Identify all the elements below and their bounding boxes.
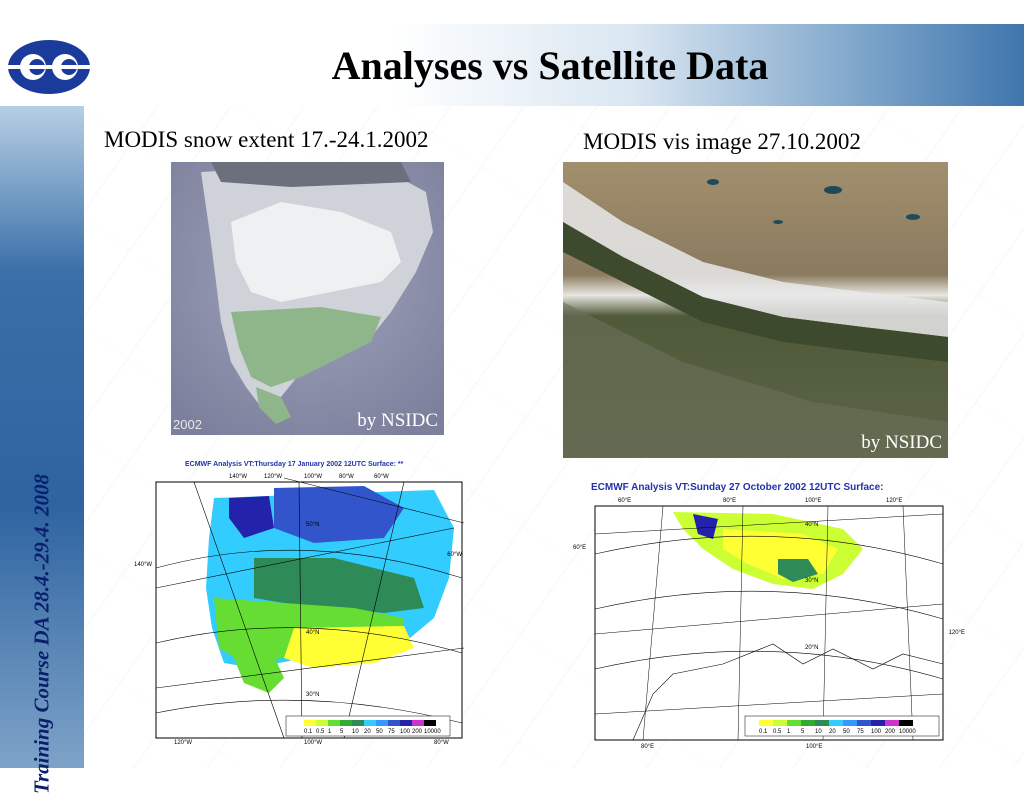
left-legend-swatch xyxy=(400,720,412,726)
right-legend-label-4: 5 xyxy=(801,729,805,735)
slide-title: Analyses vs Satellite Data xyxy=(331,43,769,88)
right-map-side-left: 60°E xyxy=(573,545,586,551)
right-legend-swatch xyxy=(871,720,885,726)
left-legend-swatch xyxy=(364,720,376,726)
left-map-lon-top-2: 120°W xyxy=(264,474,282,480)
left-legend-label-7: 50 xyxy=(376,729,383,735)
left-map-lon-top-5: 60°W xyxy=(374,474,389,480)
right-legend-swatch xyxy=(801,720,815,726)
right-legend-label-2: 0.5 xyxy=(773,729,782,735)
left-legend-swatch xyxy=(340,720,352,726)
right-map-lat-2: 30°N xyxy=(805,578,818,584)
course-label: Training Course DA 28.4.-29.4. 2008 xyxy=(29,473,54,794)
header-band xyxy=(0,24,1024,106)
right-legend-label-9: 100 xyxy=(871,729,882,735)
right-legend-label-1: 0.1 xyxy=(759,729,768,735)
left-map-lat-2: 40°N xyxy=(306,630,319,636)
right-legend-swatch xyxy=(829,720,843,726)
left-legend-label-9: 100 xyxy=(400,729,411,735)
left-legend-label-10: 200 xyxy=(412,729,423,735)
right-legend-label-8: 75 xyxy=(857,729,864,735)
left-legend-label-3: 1 xyxy=(328,729,332,735)
sidebar-band: Training Course DA 28.4.-29.4. 2008 xyxy=(0,106,84,794)
right-legend-label-10: 200 xyxy=(885,729,896,735)
right-legend-label-6: 20 xyxy=(829,729,836,735)
right-legend-swatch xyxy=(759,720,773,726)
left-map-lon-bottom-2: 100°W xyxy=(304,740,322,746)
left-map-lon-bottom-1: 120°W xyxy=(174,740,192,746)
ecmwf-logo-icon xyxy=(8,40,90,94)
left-legend-label-4: 5 xyxy=(340,729,344,735)
left-credit: by NSIDC xyxy=(357,410,438,431)
left-map-lat-3: 30°N xyxy=(306,692,319,698)
right-map-lon-bottom-1: 80°E xyxy=(641,744,654,750)
right-credit: by NSIDC xyxy=(861,432,942,453)
left-legend-label-1: 0.1 xyxy=(304,729,313,735)
left-map-lon-top-4: 80°W xyxy=(339,474,354,480)
right-map-lon-bottom-2: 100°E xyxy=(806,744,822,750)
left-legend-swatch xyxy=(376,720,388,726)
right-analysis-map: 60°E 80°E 100°E 120°E 60°E 120°E 40°N 30… xyxy=(573,498,965,750)
left-legend-label-5: 10 xyxy=(352,729,359,735)
left-legend-swatch xyxy=(388,720,400,726)
left-legend-label-2: 0.5 xyxy=(316,729,325,735)
left-legend-swatch xyxy=(316,720,328,726)
right-legend-swatch xyxy=(857,720,871,726)
right-map-lon-top-4: 120°E xyxy=(886,498,902,504)
right-map-lon-top-3: 100°E xyxy=(805,498,821,504)
left-legend-swatch xyxy=(424,720,436,726)
right-map-lat-1: 40°N xyxy=(805,522,818,528)
right-legend-label-7: 50 xyxy=(843,729,850,735)
right-legend-label-3: 1 xyxy=(787,729,791,735)
modis-vis-image: by NSIDC xyxy=(563,162,948,458)
left-map-legend: 0.1 0.5 1 5 10 20 50 75 100 200 10000 xyxy=(285,715,451,737)
left-caption: MODIS snow extent 17.-24.1.2002 xyxy=(104,127,429,152)
right-caption: MODIS vis image 27.10.2002 xyxy=(583,129,861,154)
right-legend-label-5: 10 xyxy=(815,729,822,735)
left-map-lat-1: 50°N xyxy=(306,522,319,528)
left-legend-swatch xyxy=(304,720,316,726)
left-legend-swatch xyxy=(352,720,364,726)
right-legend-swatch xyxy=(787,720,801,726)
image-year-label: 2002 xyxy=(173,417,202,432)
left-map-lon-top-1: 140°W xyxy=(229,474,247,480)
right-map-legend: 0.1 0.5 1 5 10 20 50 75 100 200 10000 xyxy=(744,715,940,737)
right-legend-swatch xyxy=(843,720,857,726)
right-map-lon-top-1: 60°E xyxy=(618,498,631,504)
left-map-title: ECMWF Analysis VT:Thursday 17 January 20… xyxy=(185,461,404,468)
right-legend-swatch xyxy=(899,720,913,726)
left-map-lon-top-3: 100°W xyxy=(304,474,322,480)
right-legend-swatch xyxy=(885,720,899,726)
right-map-lat-3: 20°N xyxy=(805,645,818,651)
left-legend-label-6: 20 xyxy=(364,729,371,735)
right-map-lon-top-2: 80°E xyxy=(723,498,736,504)
left-legend-swatch xyxy=(412,720,424,726)
right-map-title: ECMWF Analysis VT:Sunday 27 October 2002… xyxy=(591,482,884,493)
right-legend-swatch xyxy=(815,720,829,726)
left-map-side-left: 140°W xyxy=(134,562,152,568)
left-legend-label-11: 10000 xyxy=(424,729,441,735)
left-legend-swatch xyxy=(328,720,340,726)
right-legend-swatch xyxy=(773,720,787,726)
left-analysis-map: 140°W 120°W 100°W 80°W 60°W 140°W 60°W 5… xyxy=(134,474,464,746)
left-map-side-right: 60°W xyxy=(447,552,462,558)
right-legend-label-11: 10000 xyxy=(899,729,916,735)
left-map-lon-bottom-3: 80°W xyxy=(434,740,449,746)
right-map-side-right: 120°E xyxy=(949,630,965,636)
modis-snow-image: 2002 by NSIDC xyxy=(171,162,444,435)
left-legend-label-8: 75 xyxy=(388,729,395,735)
